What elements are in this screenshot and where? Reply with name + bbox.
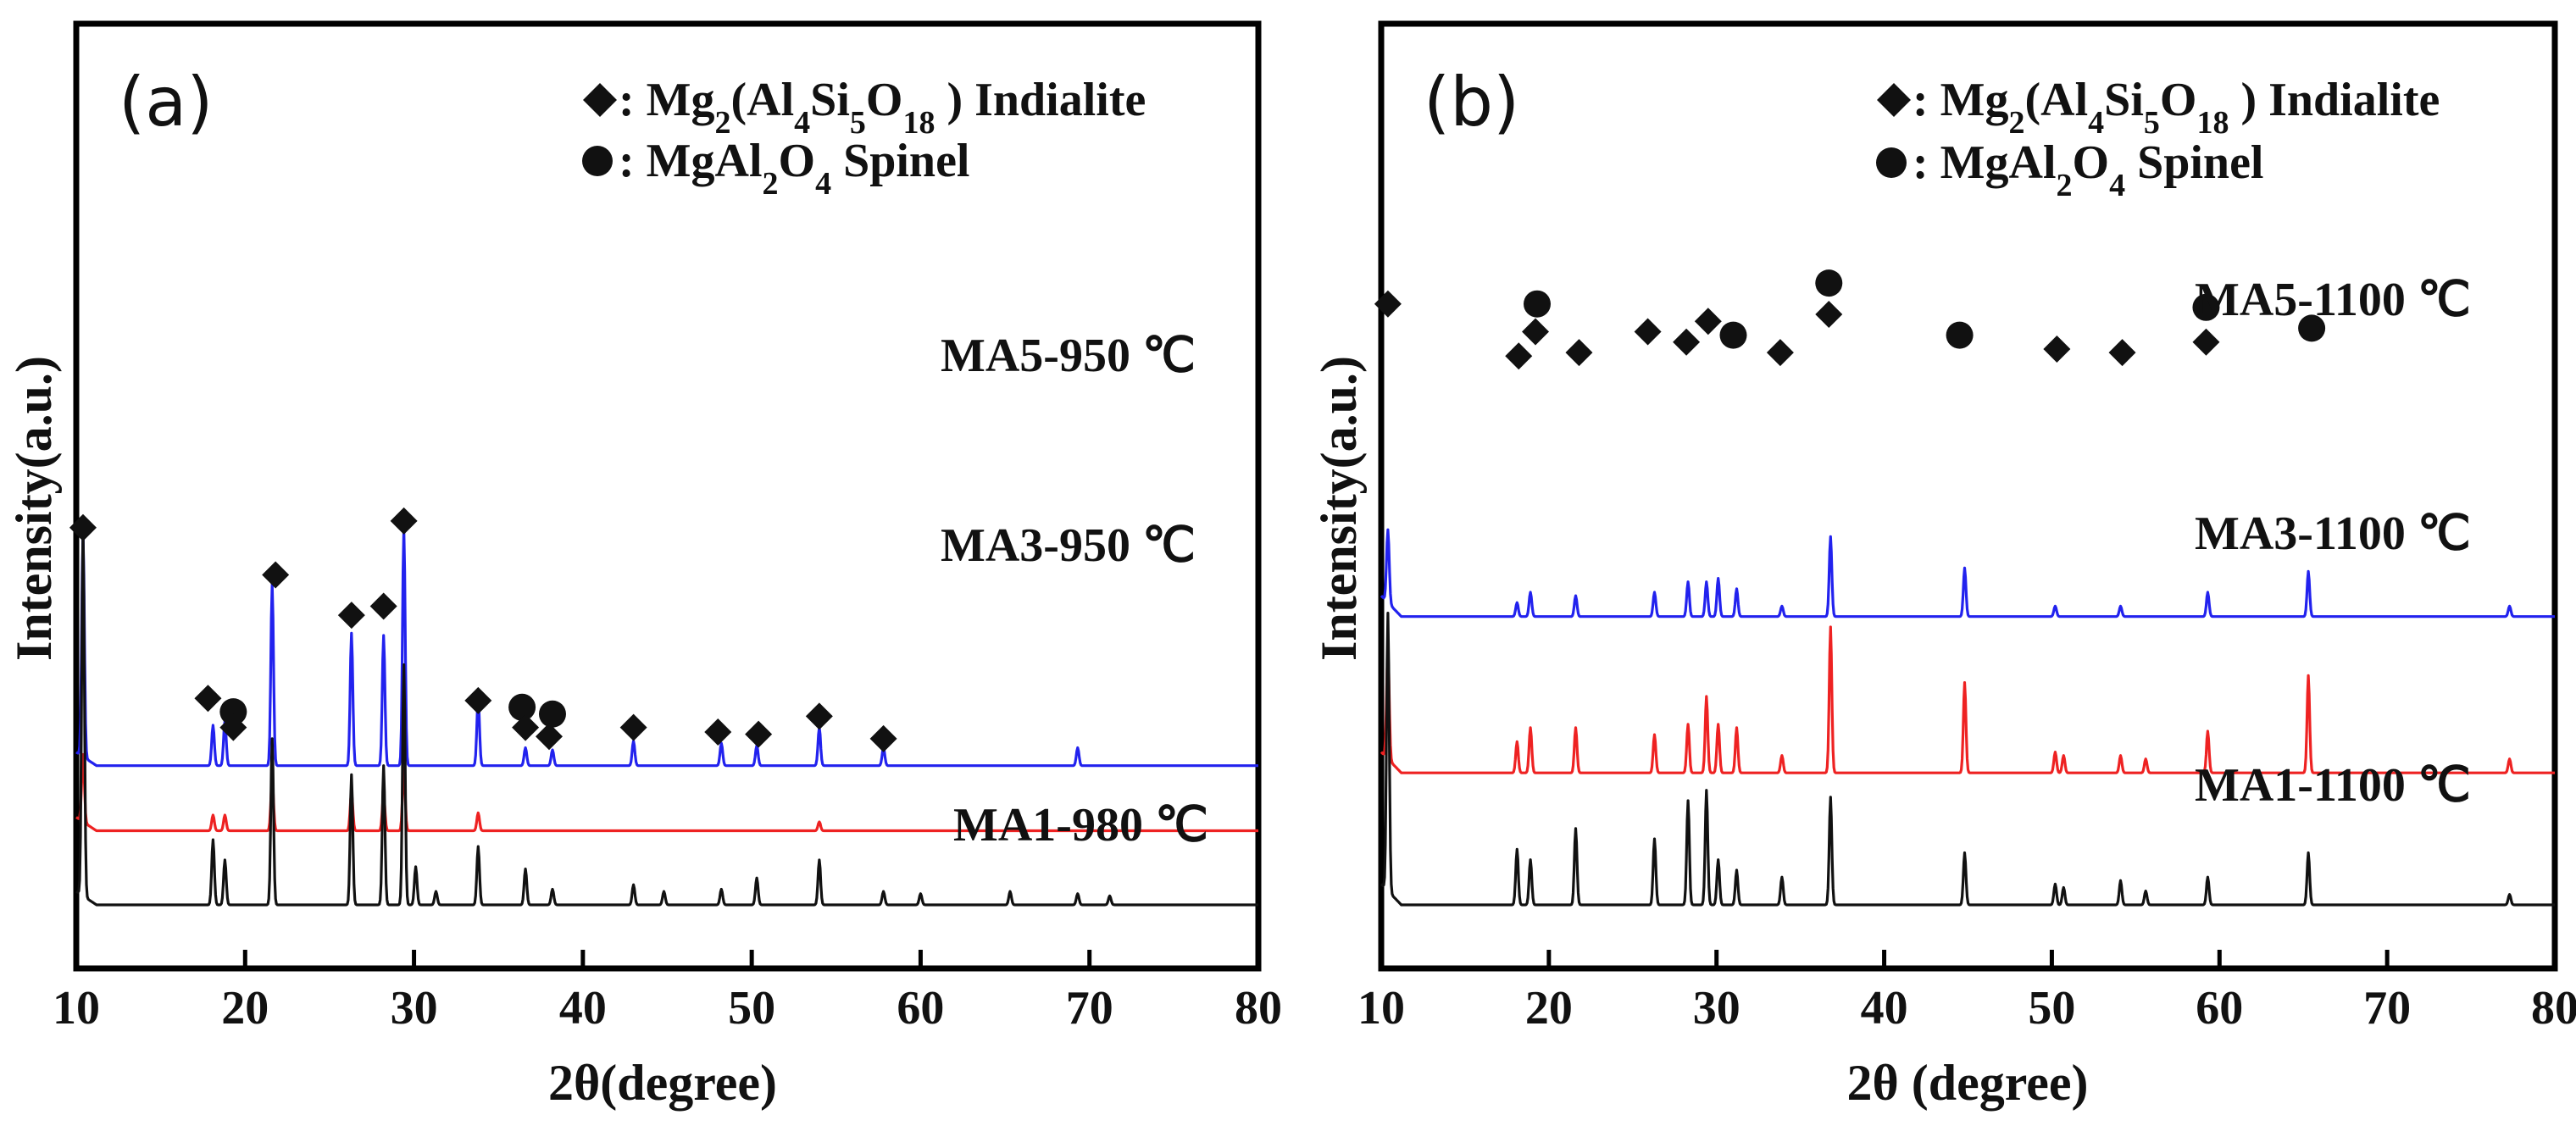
- indialite-peak-marker: [805, 702, 833, 730]
- indialite-peak-marker: [337, 602, 365, 630]
- spinel-peak-marker: [1815, 269, 1843, 297]
- x-axis-ticks-a: 10 20 30 40 50 60 70 80: [53, 950, 1282, 1034]
- x-tick-label: 60: [2196, 982, 2243, 1034]
- plot-frame-b: [1378, 20, 2558, 972]
- x-tick-label: 30: [1693, 982, 1740, 1034]
- series-label-ma3-950: MA3-950 ℃: [941, 519, 1196, 572]
- indialite-peak-marker: [1673, 328, 1701, 356]
- x-tick-label: 60: [897, 982, 944, 1034]
- indialite-peak-marker: [2192, 328, 2220, 356]
- x-tick-label: 80: [1235, 982, 1282, 1034]
- legend-indialite-label: : Mg2(Al4Si5O18 ) Indialite: [619, 74, 1146, 141]
- x-tick-label: 70: [1066, 982, 1113, 1034]
- panel-b: 10 20 30 40 50 60 70 80 (b) : Mg2(Al4Si5O18 ) I…: [1311, 20, 2576, 1111]
- series-layer-a: [75, 524, 1259, 907]
- series-label-ma5-1100: MA5-1100 ℃: [2195, 274, 2471, 326]
- indialite-peak-marker: [69, 513, 97, 541]
- series-label-ma1-1100: MA1-1100 ℃: [2195, 759, 2471, 812]
- x-tick-label: 40: [559, 982, 607, 1034]
- x-tick-label: 10: [53, 982, 100, 1034]
- indialite-peak-marker: [536, 723, 563, 751]
- legend-indialite-label: : Mg2(Al4Si5O18 ) Indialite: [1913, 74, 2440, 141]
- panel-a: 10 20 30 40 50 60 70 80 (a) : Mg2(Al4Si5O18 ) I…: [6, 20, 1282, 1111]
- panel-label-b: (b): [1424, 63, 1519, 141]
- legend-a: : Mg2(Al4Si5O18 ) Indialite : MgAl2O4 Sp…: [582, 74, 1146, 202]
- x-axis-title-a: 2θ(degree): [548, 1055, 777, 1111]
- series-line-ma3-1100: [1380, 625, 2556, 774]
- spinel-peak-marker: [2192, 293, 2220, 321]
- series-layer-b: [1380, 528, 2556, 907]
- spinel-peak-marker: [538, 700, 566, 728]
- indialite-diamond-icon: [583, 83, 617, 117]
- legend-spinel-label: : MgAl2O4 Spinel: [619, 135, 969, 202]
- indialite-peak-marker: [1522, 318, 1550, 346]
- y-axis-title-a: Intensity(a.u.): [6, 356, 62, 661]
- series-line-ma5-950: [75, 526, 1259, 768]
- indialite-peak-marker: [704, 718, 732, 746]
- x-tick-label: 50: [728, 982, 775, 1034]
- x-tick-label: 20: [221, 982, 269, 1034]
- indialite-peak-marker: [1766, 339, 1794, 367]
- x-tick-label: 20: [1525, 982, 1573, 1034]
- indialite-peak-marker: [2043, 336, 2071, 363]
- indialite-peak-marker: [194, 685, 222, 713]
- x-axis-ticks-b: 10 20 30 40 50 60 70 80: [1357, 950, 2576, 1034]
- series-label-ma1-980: MA1-980 ℃: [953, 799, 1208, 851]
- x-tick-label: 50: [2028, 982, 2075, 1034]
- panel-label-a: (a): [119, 63, 213, 141]
- y-axis-title-b: Intensity(a.u.): [1311, 356, 1367, 661]
- series-label-ma5-950: MA5-950 ℃: [941, 330, 1196, 382]
- spinel-peak-marker: [219, 698, 247, 726]
- indialite-peak-marker: [1565, 339, 1593, 367]
- spinel-peak-marker: [1719, 321, 1747, 349]
- indialite-peak-marker: [2108, 339, 2136, 367]
- indialite-peak-marker: [464, 686, 492, 714]
- legend-spinel-label: : MgAl2O4 Spinel: [1913, 136, 2263, 203]
- series-line-ma5-1100: [1380, 528, 2556, 618]
- spinel-peak-marker: [1946, 321, 1974, 349]
- legend-b: : Mg2(Al4Si5O18 ) Indialite : MgAl2O4 Sp…: [1876, 74, 2440, 203]
- indialite-peak-marker: [1374, 290, 1402, 318]
- indialite-peak-marker: [1505, 342, 1533, 370]
- spinel-circle-icon: [1876, 147, 1907, 178]
- indialite-peak-marker: [512, 713, 540, 741]
- spinel-circle-icon: [582, 146, 613, 176]
- phase-markers-b: [1374, 269, 2326, 370]
- spinel-peak-marker: [508, 693, 536, 721]
- series-line-ma1-980: [75, 524, 1259, 907]
- series-line-ma1-1100: [1380, 611, 2556, 907]
- x-tick-label: 40: [1861, 982, 1908, 1034]
- indialite-peak-marker: [1694, 308, 1722, 336]
- x-tick-label: 70: [2363, 982, 2411, 1034]
- phase-markers-a: [69, 507, 897, 752]
- x-tick-label: 30: [391, 982, 438, 1034]
- plot-frame-a: [73, 20, 1262, 972]
- indialite-peak-marker: [219, 713, 247, 741]
- indialite-diamond-icon: [1877, 83, 1911, 117]
- series-label-ma3-1100: MA3-1100 ℃: [2195, 508, 2471, 560]
- indialite-peak-marker: [745, 720, 773, 748]
- spinel-peak-marker: [1524, 290, 1552, 318]
- indialite-peak-marker: [262, 561, 290, 589]
- x-tick-label: 10: [1357, 982, 1405, 1034]
- x-tick-label: 80: [2531, 982, 2576, 1034]
- spinel-peak-marker: [2298, 314, 2326, 342]
- indialite-peak-marker: [619, 713, 647, 741]
- x-axis-title-b: 2θ (degree): [1846, 1055, 2088, 1111]
- indialite-peak-marker: [1634, 318, 1662, 346]
- indialite-peak-marker: [869, 724, 897, 752]
- indialite-peak-marker: [369, 592, 397, 620]
- indialite-peak-marker: [1815, 301, 1843, 328]
- indialite-peak-marker: [390, 507, 418, 535]
